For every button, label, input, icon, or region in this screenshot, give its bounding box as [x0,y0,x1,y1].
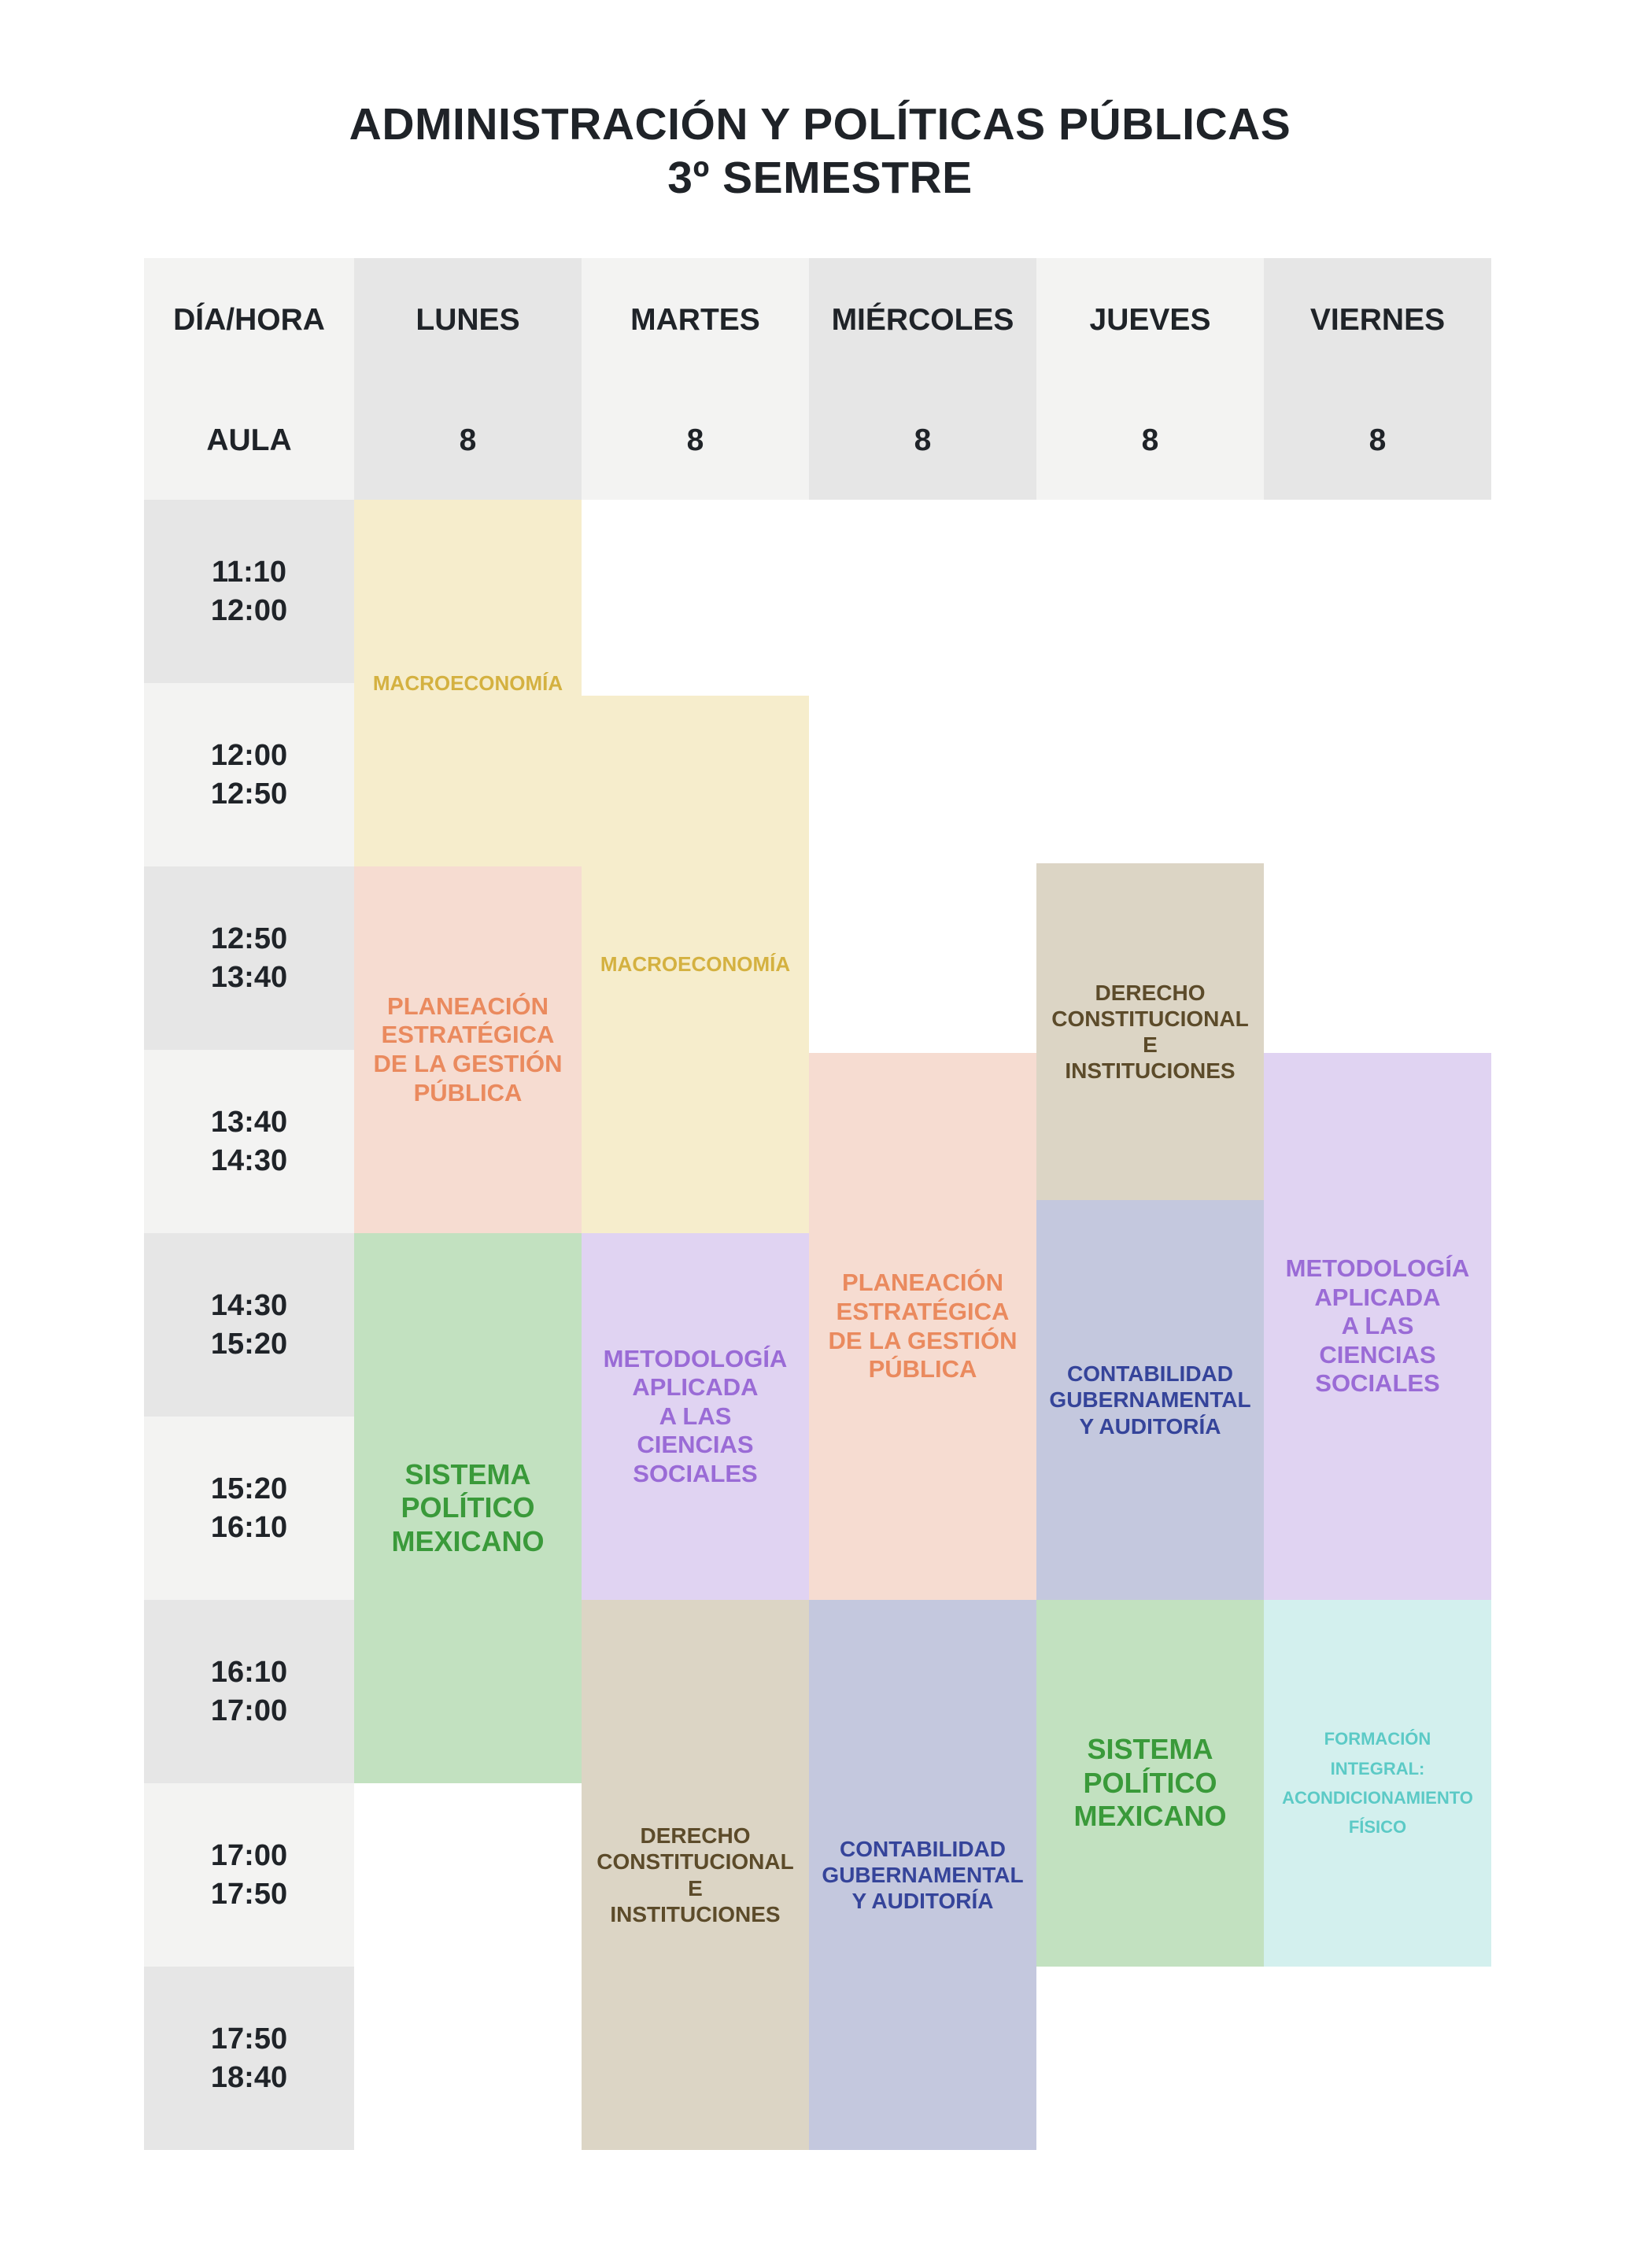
room-thursday: 8 [1036,382,1264,500]
class-block-planeacion-estrategica: PLANEACIÓN ESTRATÉGICA DE LA GESTIÓN PÚB… [354,866,582,1233]
day-header-wednesday: MIÉRCOLES [809,258,1036,382]
time-slot: 12:50 13:40 [144,866,354,1050]
day-header-monday: LUNES [354,258,582,382]
time-slot: 12:00 12:50 [144,683,354,866]
page-title: ADMINISTRACIÓN Y POLÍTICAS PÚBLICAS [349,99,1291,150]
class-block-planeacion-estrategica: PLANEACIÓN ESTRATÉGICA DE LA GESTIÓN PÚB… [809,1053,1036,1600]
time-slot: 14:30 15:20 [144,1233,354,1417]
class-block-macroeconomia: MACROECONOMÍA [582,696,809,1233]
class-block-sistema-politico: SISTEMA POLÍTICO MEXICANO [354,1233,582,1783]
day-header-tuesday: MARTES [582,258,809,382]
class-block-metodologia: METODOLOGÍA APLICADA A LAS CIENCIAS SOCI… [1264,1053,1491,1600]
corner-day-hour: DÍA/HORA [144,258,354,382]
room-monday: 8 [354,382,582,500]
time-slot: 17:00 17:50 [144,1783,354,1967]
class-block-macroeconomia: MACROECONOMÍA [354,500,582,866]
time-slot: 13:40 14:30 [144,1050,354,1233]
time-slot: 16:10 17:00 [144,1600,354,1783]
day-header-friday: VIERNES [1264,258,1491,382]
class-block-derecho-constitucional: DERECHO CONSTITUCIONAL E INSTITUCIONES [582,1600,809,2150]
page-subtitle: 3º SEMESTRE [667,153,973,203]
room-friday: 8 [1264,382,1491,500]
class-block-contabilidad-gubernamental: CONTABILIDAD GUBERNAMENTAL Y AUDITORÍA [1036,1200,1264,1600]
time-slot: 11:10 12:00 [144,500,354,683]
room-wednesday: 8 [809,382,1036,500]
day-header-thursday: JUEVES [1036,258,1264,382]
room-tuesday: 8 [582,382,809,500]
class-block-formacion-integral: FORMACIÓN INTEGRAL: ACONDICIONAMIENTO FÍ… [1264,1600,1491,1967]
corner-room: AULA [144,382,354,500]
class-block-metodologia: METODOLOGÍA APLICADA A LAS CIENCIAS SOCI… [582,1233,809,1600]
class-block-sistema-politico: SISTEMA POLÍTICO MEXICANO [1036,1600,1264,1967]
time-slot: 15:20 16:10 [144,1417,354,1600]
class-block-derecho-constitucional: DERECHO CONSTITUCIONAL E INSTITUCIONES [1036,863,1264,1200]
time-slot: 17:50 18:40 [144,1967,354,2150]
class-block-contabilidad-gubernamental: CONTABILIDAD GUBERNAMENTAL Y AUDITORÍA [809,1600,1036,2150]
